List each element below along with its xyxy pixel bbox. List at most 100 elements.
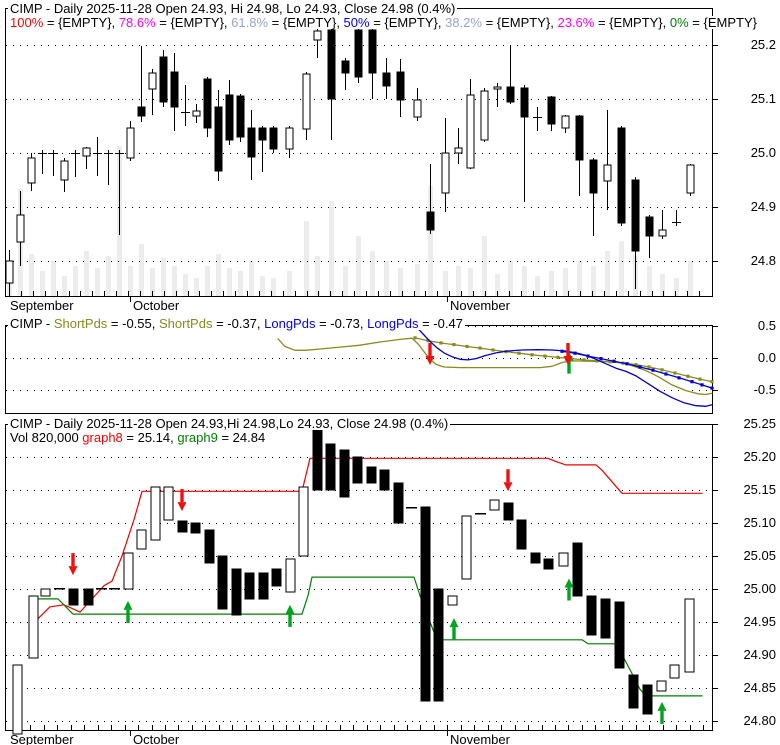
shortpds-marker <box>634 363 638 367</box>
volume-bar <box>660 274 665 296</box>
candle-body <box>170 71 179 108</box>
sell-arrow-icon <box>503 482 513 492</box>
longpds-marker <box>700 383 704 387</box>
longpds-line <box>561 350 713 389</box>
candle-body <box>203 78 212 129</box>
candle-body <box>413 99 422 118</box>
oscillator-axis-label: -0.5 <box>753 382 776 397</box>
sell-arrow-icon <box>425 356 435 366</box>
volume-bar <box>428 186 433 296</box>
volume-bar <box>205 266 210 296</box>
longpds-marker <box>664 372 668 376</box>
shortpds-marker <box>647 365 651 369</box>
candle-body <box>516 519 527 550</box>
buy-arrow-icon <box>126 609 130 623</box>
oscillator-title-segment: CIMP - <box>10 316 54 331</box>
candle-body <box>136 529 147 550</box>
volume-bar <box>150 268 155 296</box>
fib-level-segment: = {EMPTY}, <box>43 15 119 30</box>
candle-body <box>558 552 569 567</box>
signal-axis-label: 25.15 <box>743 482 776 497</box>
candle-body <box>420 506 431 702</box>
sell-arrow-icon <box>180 489 184 503</box>
oscillator-axis-label: 0.5 <box>757 318 776 333</box>
fib-level-segment: 78.6% <box>118 15 156 30</box>
shortpds-marker <box>582 358 586 362</box>
shortpds-marker <box>556 355 560 359</box>
fib-level-segment: 23.6% <box>557 15 595 30</box>
candle-body <box>190 522 201 534</box>
fib-level-segment: = {EMPTY}, <box>155 15 232 30</box>
candle-body <box>447 595 458 606</box>
volume-bar <box>356 236 361 296</box>
month-label: September <box>10 732 74 745</box>
volume-bar <box>260 276 265 296</box>
candle-body <box>530 552 541 564</box>
candle-body <box>225 94 234 141</box>
shortpds-marker <box>673 371 677 375</box>
longpds-line <box>417 327 713 407</box>
shortpds-marker <box>543 354 547 358</box>
longpds-marker <box>599 357 603 361</box>
candle-body <box>433 588 444 702</box>
month-label: November <box>450 732 510 745</box>
volume-bar <box>227 268 232 296</box>
longpds-marker <box>612 359 616 363</box>
volume-title-segment: Vol 820,000 <box>10 430 83 445</box>
candle-body <box>339 449 350 498</box>
candle-body <box>83 588 94 606</box>
volume-bar <box>456 266 461 296</box>
sell-arrow-icon <box>563 356 573 366</box>
shortpds-marker <box>660 368 664 372</box>
candle-body <box>60 160 69 181</box>
price-axis-label: 25.0 <box>750 145 776 160</box>
signal-axis-label: 24.95 <box>743 614 776 629</box>
shortpds-marker <box>413 336 417 340</box>
candle-body <box>426 211 435 231</box>
volume-title-segment: = 24.84 <box>217 430 266 445</box>
candle-body <box>575 115 584 161</box>
volume-bar <box>84 251 89 296</box>
volume-bar <box>508 261 513 296</box>
candle-body <box>325 443 336 491</box>
volume-bar <box>287 271 292 296</box>
volume-bar <box>51 261 56 296</box>
buy-arrow-icon <box>449 618 459 628</box>
candle-body <box>177 520 188 533</box>
longpds-marker <box>625 362 629 366</box>
candle-body <box>313 30 322 41</box>
volume-bar <box>216 254 221 296</box>
oscillator-title-segment: = -0.47 <box>418 316 463 331</box>
candle-body <box>642 684 653 715</box>
candle-body <box>204 529 215 564</box>
candle-body <box>298 486 309 557</box>
oscillator-axis-label: 0.0 <box>757 350 776 365</box>
candle-body <box>368 29 377 74</box>
volume-bar <box>549 271 554 296</box>
candle-body <box>68 588 79 606</box>
candle-body <box>285 558 296 593</box>
volume-bar <box>591 266 596 296</box>
shortpds-marker <box>686 374 690 378</box>
candle-body <box>148 72 157 90</box>
candle-body <box>658 229 667 237</box>
oscillator-title-segment: = -0.55, <box>107 316 159 331</box>
signal-axis-label: 25.20 <box>743 449 776 464</box>
oscillator-title-segment: ShortPds <box>158 316 213 331</box>
buy-arrow-icon <box>660 710 664 724</box>
price-axis-label: 25.2 <box>750 37 776 52</box>
shortpds-marker <box>478 346 482 350</box>
candle-body <box>441 152 450 194</box>
volume-bar <box>183 274 188 296</box>
candle-body <box>454 147 463 154</box>
candle-body <box>137 106 146 117</box>
candle-body <box>285 127 294 150</box>
oscillator-title-segment: LongPds <box>264 316 316 331</box>
shortpds-marker <box>452 342 456 347</box>
signal-axis-label: 25.00 <box>743 581 776 596</box>
buy-arrow-icon <box>285 604 295 614</box>
candle-body <box>572 542 583 597</box>
signal-axis-label: 24.80 <box>743 713 776 728</box>
price-axis-label: 24.9 <box>750 199 776 214</box>
buy-arrow-icon <box>452 627 456 641</box>
